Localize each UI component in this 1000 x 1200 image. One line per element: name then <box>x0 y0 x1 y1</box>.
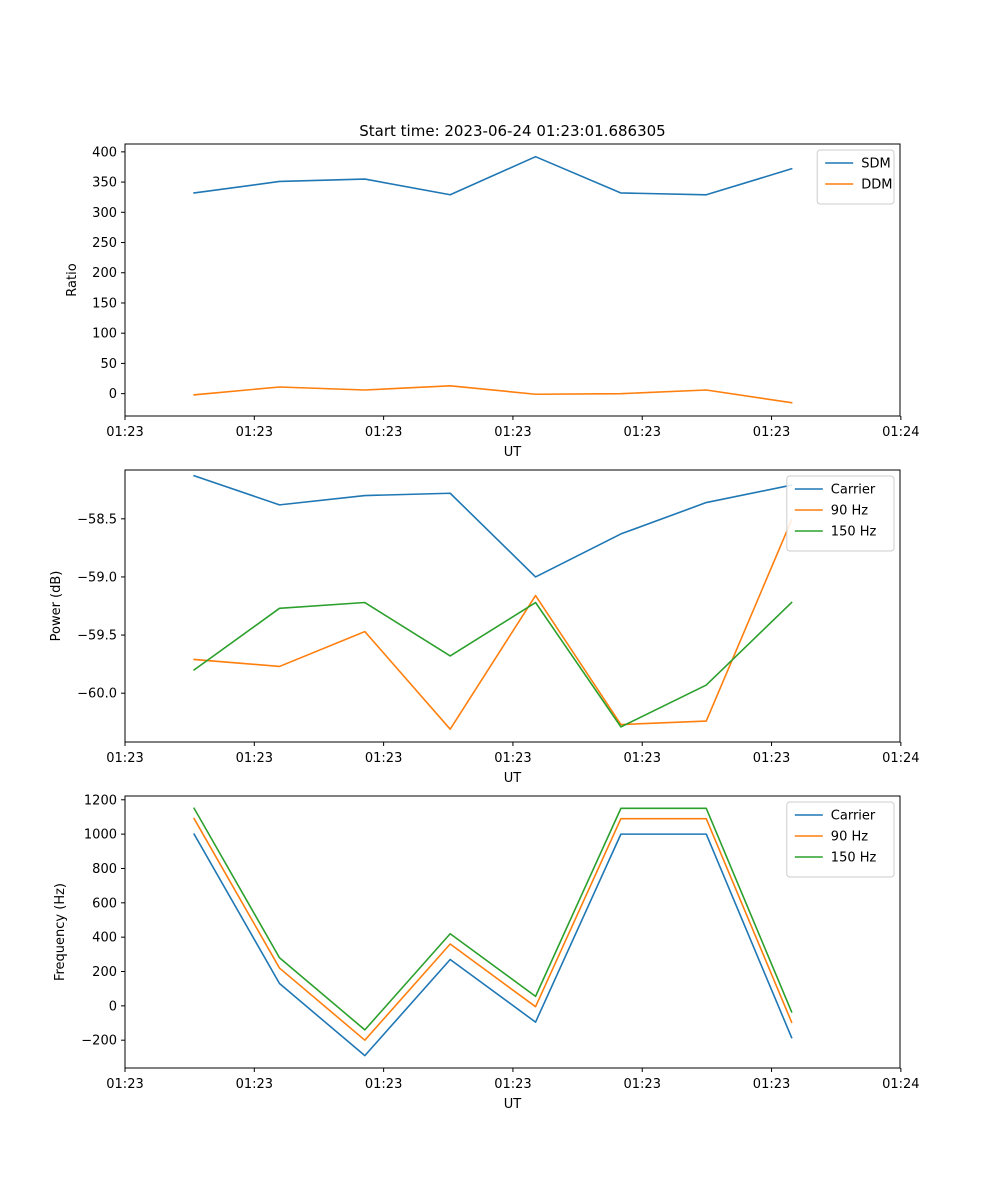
legend-label: Carrier <box>831 483 876 498</box>
x-tick-label: 01:23 <box>753 751 790 766</box>
y-tick-label: −60.0 <box>77 687 117 702</box>
x-tick-label: 01:23 <box>365 425 402 440</box>
series-line-90-hz <box>193 817 793 1041</box>
legend-label: 90 Hz <box>831 830 868 845</box>
series-line-carrier <box>193 833 793 1057</box>
legend-label: Carrier <box>831 809 876 824</box>
y-tick-label: −59.0 <box>77 570 117 585</box>
legend-label: SDM <box>861 157 890 172</box>
series-line-150-hz <box>193 601 793 728</box>
y-tick-label: −59.5 <box>77 629 117 644</box>
legend: Carrier 90 Hz 150 Hz <box>786 801 895 878</box>
legend-box <box>786 801 895 878</box>
y-tick-label: 150 <box>92 296 117 311</box>
x-tick-label: 01:23 <box>753 1077 790 1092</box>
y-axis-label: Ratio <box>65 263 80 296</box>
legend-box <box>786 475 895 552</box>
x-tick-label: 01:23 <box>236 425 273 440</box>
legend: Carrier 90 Hz 150 Hz <box>786 475 895 552</box>
y-tick-label: 0 <box>109 387 117 402</box>
series-line-90-hz <box>193 518 793 731</box>
x-axis-label: UT <box>504 445 522 460</box>
y-tick-label: 200 <box>92 965 117 980</box>
x-tick-label: 01:23 <box>494 1077 531 1092</box>
x-axis-label: UT <box>504 771 522 786</box>
x-tick-label: 01:23 <box>106 1077 143 1092</box>
y-tick-label: 300 <box>92 206 117 221</box>
plot-area <box>125 796 900 1068</box>
x-tick-label: 01:23 <box>365 1077 402 1092</box>
y-axis-label: Power (dB) <box>49 571 64 642</box>
x-tick-label: 01:23 <box>624 1077 661 1092</box>
plot-area <box>125 144 900 416</box>
legend-label: 150 Hz <box>831 525 877 540</box>
y-tick-label: −200 <box>81 1034 117 1049</box>
x-tick-label: 01:24 <box>882 425 919 440</box>
x-axis-label: UT <box>504 1097 522 1112</box>
y-tick-label: 250 <box>92 236 117 251</box>
legend-label: DDM <box>861 178 892 193</box>
x-tick-label: 01:23 <box>365 751 402 766</box>
y-tick-label: 600 <box>92 896 117 911</box>
series-line-150-hz <box>193 807 793 1031</box>
y-tick-label: 0 <box>109 999 117 1014</box>
y-tick-label: 100 <box>92 327 117 342</box>
chart-panel-2: 01:23 01:23 01:23 01:23 01:23 01:23 01:24 −58.5… <box>49 469 920 786</box>
y-tick-label: −58.5 <box>77 512 117 527</box>
x-tick-label: 01:23 <box>494 751 531 766</box>
x-tick-label: 01:23 <box>753 425 790 440</box>
x-tick-label: 01:23 <box>624 751 661 766</box>
y-tick-label: 1200 <box>84 793 117 808</box>
x-tick-label: 01:24 <box>882 1077 919 1092</box>
series-line-ddm <box>193 384 793 404</box>
legend: SDM DDM <box>816 149 895 205</box>
y-tick-label: 1000 <box>84 828 117 843</box>
y-axis-label: Frequency (Hz) <box>53 883 68 981</box>
x-tick-label: 01:23 <box>494 425 531 440</box>
x-tick-label: 01:23 <box>624 425 661 440</box>
y-tick-label: 200 <box>92 266 117 281</box>
y-tick-label: 350 <box>92 176 117 191</box>
plot-area <box>125 470 900 742</box>
y-tick-label: 800 <box>92 862 117 877</box>
legend-label: 150 Hz <box>831 851 877 866</box>
x-tick-label: 01:24 <box>882 751 919 766</box>
y-tick-label: 50 <box>100 357 117 372</box>
series-line-carrier <box>193 474 793 578</box>
x-tick-label: 01:23 <box>106 751 143 766</box>
legend-label: 90 Hz <box>831 504 868 519</box>
x-tick-label: 01:23 <box>236 751 273 766</box>
charts-container: 01:23 01:23 01:23 01:23 01:23 01:23 01:24 0 50 10… <box>49 143 920 1112</box>
chart-panel-1: 01:23 01:23 01:23 01:23 01:23 01:23 01:24 0 50 10… <box>65 143 920 460</box>
chart-panel-3: 01:23 01:23 01:23 01:23 01:23 01:23 01:24 −200 0… <box>53 793 920 1112</box>
series-line-sdm <box>193 155 793 196</box>
x-tick-label: 01:23 <box>236 1077 273 1092</box>
y-tick-label: 400 <box>92 931 117 946</box>
x-tick-label: 01:23 <box>106 425 143 440</box>
figure-title: Start time: 2023-06-24 01:23:01.686305 <box>359 122 665 140</box>
y-tick-label: 400 <box>92 145 117 160</box>
